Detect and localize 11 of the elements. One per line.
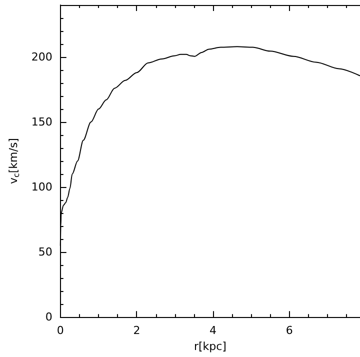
x-tick-label: 2 — [133, 324, 140, 338]
x-tick-label: 6 — [286, 324, 293, 338]
y-tick-label: 200 — [31, 50, 52, 64]
x-tick-label: 0 — [56, 324, 64, 338]
y-tick-label: 100 — [31, 180, 52, 194]
x-axis-title: r[kpc] — [194, 340, 226, 353]
y-tick-label: 0 — [45, 310, 52, 324]
y-tick-label: 50 — [38, 246, 52, 259]
y-axis-title: vc[km/s] — [7, 138, 21, 184]
x-tick-label: 4 — [210, 324, 217, 338]
y-tick-label: 150 — [31, 116, 52, 129]
